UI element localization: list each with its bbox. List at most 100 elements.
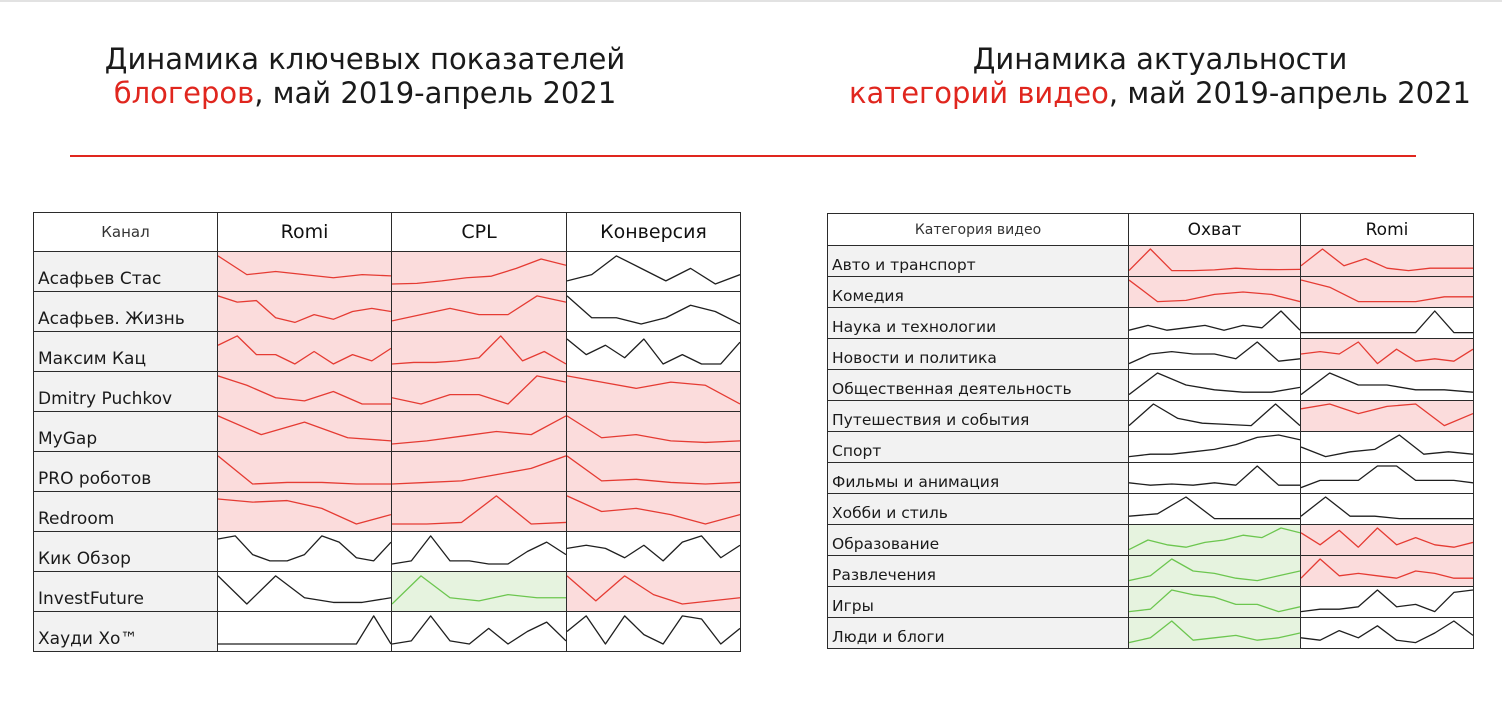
- blogger-sparkline-cell-cpl: [391, 331, 567, 372]
- blogger-sparkline-cell-конверсия: [566, 611, 741, 652]
- category-sparkline-охват: [1129, 463, 1300, 493]
- category-sparkline-series: [1301, 590, 1473, 612]
- category-row-label: Хобби и стиль: [832, 504, 948, 522]
- blogger-sparkline-cell-cpl: [391, 611, 567, 652]
- bloggers-sparkline-table: Канал Romi CPL Конверсия Асафьев Стас Асафье…: [33, 212, 741, 652]
- category-row-label: Наука и технологии: [832, 318, 997, 336]
- category-row: Хобби и стиль: [827, 493, 1474, 525]
- blogger-sparkline-конверсия: [567, 292, 740, 331]
- category-sparkline-охват: [1129, 618, 1300, 648]
- category-sparkline-series: [1301, 621, 1473, 643]
- blogger-row: Хауди Хо™: [33, 611, 741, 652]
- category-row-label: Новости и политика: [832, 349, 997, 367]
- blogger-row-label: MyGap: [38, 429, 98, 449]
- blogger-sparkline-cell-romi: [217, 571, 392, 612]
- blogger-sparkline-series: [218, 616, 391, 644]
- blogger-sparkline-series: [567, 296, 740, 324]
- category-sparkline-cell-охват: [1128, 338, 1301, 370]
- blogger-sparkline-cpl: [392, 532, 566, 571]
- blogger-sparkline-конверсия: [567, 452, 740, 491]
- blogger-sparkline-конверсия: [567, 412, 740, 451]
- category-sparkline-series: [1301, 466, 1473, 488]
- category-row-label: Комедия: [832, 287, 904, 305]
- category-sparkline-cell-romi: [1300, 493, 1474, 525]
- blogger-row: InvestFuture: [33, 571, 741, 612]
- blogger-row-label-cell: Redroom: [33, 491, 218, 532]
- category-sparkline-series: [1129, 249, 1300, 271]
- blogger-sparkline-series: [567, 536, 740, 561]
- blogger-sparkline-series: [567, 376, 740, 404]
- category-sparkline-series: [1129, 559, 1300, 581]
- category-row-label-cell: Фильмы и анимация: [827, 462, 1129, 494]
- blogger-sparkline-romi: [218, 292, 391, 331]
- blogger-sparkline-cpl: [392, 372, 566, 411]
- category-sparkline-series: [1129, 311, 1300, 330]
- category-row-label-cell: Образование: [827, 524, 1129, 556]
- blogger-sparkline-series: [392, 416, 566, 444]
- blogger-sparkline-series: [392, 336, 566, 364]
- blogger-sparkline-series: [392, 456, 566, 484]
- category-row-label-cell: Спорт: [827, 431, 1129, 463]
- category-sparkline-cell-romi: [1300, 400, 1474, 432]
- category-sparkline-series: [1129, 497, 1300, 519]
- blogger-sparkline-romi: [218, 252, 391, 291]
- blogger-sparkline-cpl: [392, 572, 566, 611]
- category-sparkline-series: [1301, 559, 1473, 578]
- blogger-row: Асафьев. Жизнь: [33, 291, 741, 332]
- category-sparkline-охват: [1129, 401, 1300, 431]
- blogger-row-label-cell: Dmitry Puchkov: [33, 371, 218, 412]
- category-sparkline-romi: [1301, 556, 1473, 586]
- blogger-row-label-cell: InvestFuture: [33, 571, 218, 612]
- right-title-rest: , май 2019-апрель 2021: [1108, 76, 1471, 110]
- category-row-label-cell: Развлечения: [827, 555, 1129, 587]
- blogger-sparkline-series: [392, 616, 566, 644]
- blogger-sparkline-cpl: [392, 612, 566, 651]
- blogger-sparkline-romi: [218, 452, 391, 491]
- left-title-line1: Динамика ключевых показателей: [104, 42, 626, 76]
- category-sparkline-cell-охват: [1128, 307, 1301, 339]
- blogger-sparkline-series: [392, 576, 566, 604]
- category-sparkline-cell-romi: [1300, 462, 1474, 494]
- category-sparkline-cell-romi: [1300, 307, 1474, 339]
- category-row-label-cell: Игры: [827, 586, 1129, 618]
- blogger-sparkline-конверсия: [567, 332, 740, 371]
- blogger-sparkline-cell-cpl: [391, 491, 567, 532]
- category-row: Путешествия и события: [827, 400, 1474, 432]
- blogger-row-label: InvestFuture: [38, 589, 144, 609]
- category-sparkline-romi: [1301, 618, 1473, 648]
- category-sparkline-series: [1301, 311, 1473, 333]
- category-sparkline-охват: [1129, 432, 1300, 462]
- category-sparkline-cell-охват: [1128, 431, 1301, 463]
- right-title-line1: Динамика актуальности: [972, 42, 1348, 76]
- category-sparkline-series: [1301, 280, 1473, 302]
- category-row-label: Игры: [832, 597, 874, 615]
- category-sparkline-romi: [1301, 308, 1473, 338]
- blogger-sparkline-конверсия: [567, 252, 740, 291]
- category-sparkline-romi: [1301, 494, 1473, 524]
- blogger-sparkline-cell-romi: [217, 491, 392, 532]
- blogger-sparkline-cell-romi: [217, 451, 392, 492]
- category-sparkline-romi: [1301, 587, 1473, 617]
- blogger-row-label: Максим Кац: [38, 349, 147, 369]
- left-title-rest: , май 2019-апрель 2021: [254, 76, 617, 110]
- category-row-label: Развлечения: [832, 566, 936, 584]
- blogger-sparkline-series: [567, 576, 740, 604]
- blogger-sparkline-series: [218, 499, 391, 524]
- category-sparkline-охват: [1129, 308, 1300, 338]
- category-sparkline-romi: [1301, 277, 1473, 307]
- category-row: Новости и политика: [827, 338, 1474, 370]
- blogger-sparkline-cpl: [392, 292, 566, 331]
- category-sparkline-cell-охват: [1128, 617, 1301, 649]
- category-header-row: Категория видео Охват Romi: [827, 213, 1474, 246]
- blogger-sparkline-cell-конверсия: [566, 571, 741, 612]
- blogger-sparkline-romi: [218, 612, 391, 651]
- blogger-sparkline-romi: [218, 572, 391, 611]
- left-title-accent: блогеров: [113, 76, 255, 110]
- blogger-col-header-2: CPL: [391, 212, 567, 252]
- blogger-header-row: Канал Romi CPL Конверсия: [33, 212, 741, 252]
- category-row-label-cell: Авто и транспорт: [827, 245, 1129, 277]
- blogger-sparkline-cpl: [392, 412, 566, 451]
- blogger-sparkline-cell-romi: [217, 331, 392, 372]
- category-row: Авто и транспорт: [827, 245, 1474, 277]
- blogger-sparkline-cpl: [392, 452, 566, 491]
